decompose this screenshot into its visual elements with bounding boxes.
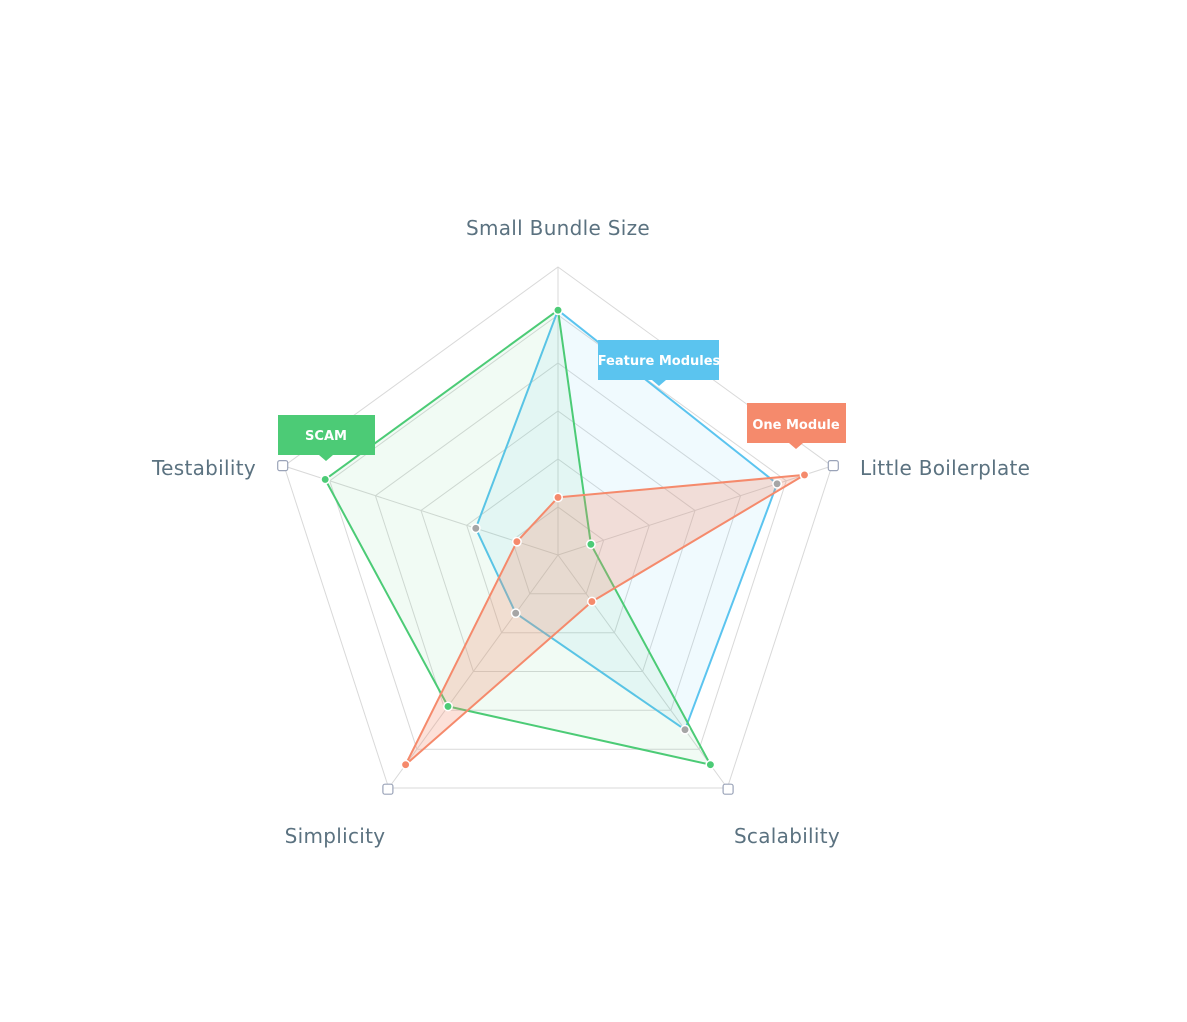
point-scam-little-boilerplate[interactable] bbox=[587, 540, 595, 548]
legend-label-feature-modules: Feature Modules bbox=[598, 354, 721, 369]
axis-handle-little-boilerplate[interactable] bbox=[828, 461, 838, 471]
axis-handle-testability[interactable] bbox=[278, 461, 288, 471]
point-one-module-scalability[interactable] bbox=[588, 597, 596, 605]
legend-item-scam[interactable]: SCAM bbox=[278, 415, 375, 461]
point-one-module-testability[interactable] bbox=[513, 538, 521, 546]
legend-label-scam: SCAM bbox=[305, 429, 347, 444]
legend-item-feature-modules[interactable]: Feature Modules bbox=[598, 340, 721, 386]
point-scam-testability[interactable] bbox=[321, 475, 329, 483]
axis-label-small-bundle-size: Small Bundle Size bbox=[466, 216, 650, 240]
axis-label-testability: Testability bbox=[151, 456, 256, 480]
axis-label-scalability: Scalability bbox=[734, 824, 840, 848]
point-scam-scalability[interactable] bbox=[706, 761, 714, 769]
point-feature-modules-simplicity[interactable] bbox=[512, 609, 520, 617]
legend-item-one-module[interactable]: One Module bbox=[747, 403, 846, 449]
point-feature-modules-little-boilerplate[interactable] bbox=[773, 480, 781, 488]
axis-handle-simplicity[interactable] bbox=[383, 784, 393, 794]
point-one-module-little-boilerplate[interactable] bbox=[800, 471, 808, 479]
point-feature-modules-scalability[interactable] bbox=[681, 726, 689, 734]
axis-label-little-boilerplate: Little Boilerplate bbox=[860, 456, 1030, 480]
radar-series bbox=[325, 310, 804, 765]
point-scam-simplicity[interactable] bbox=[444, 702, 452, 710]
point-feature-modules-testability[interactable] bbox=[472, 524, 480, 532]
point-scam-small-bundle-size[interactable] bbox=[554, 306, 562, 314]
point-one-module-simplicity[interactable] bbox=[401, 761, 409, 769]
axis-handle-scalability[interactable] bbox=[723, 784, 733, 794]
legend-label-one-module: One Module bbox=[752, 418, 840, 433]
point-one-module-small-bundle-size[interactable] bbox=[554, 493, 562, 501]
axis-label-simplicity: Simplicity bbox=[285, 824, 386, 848]
